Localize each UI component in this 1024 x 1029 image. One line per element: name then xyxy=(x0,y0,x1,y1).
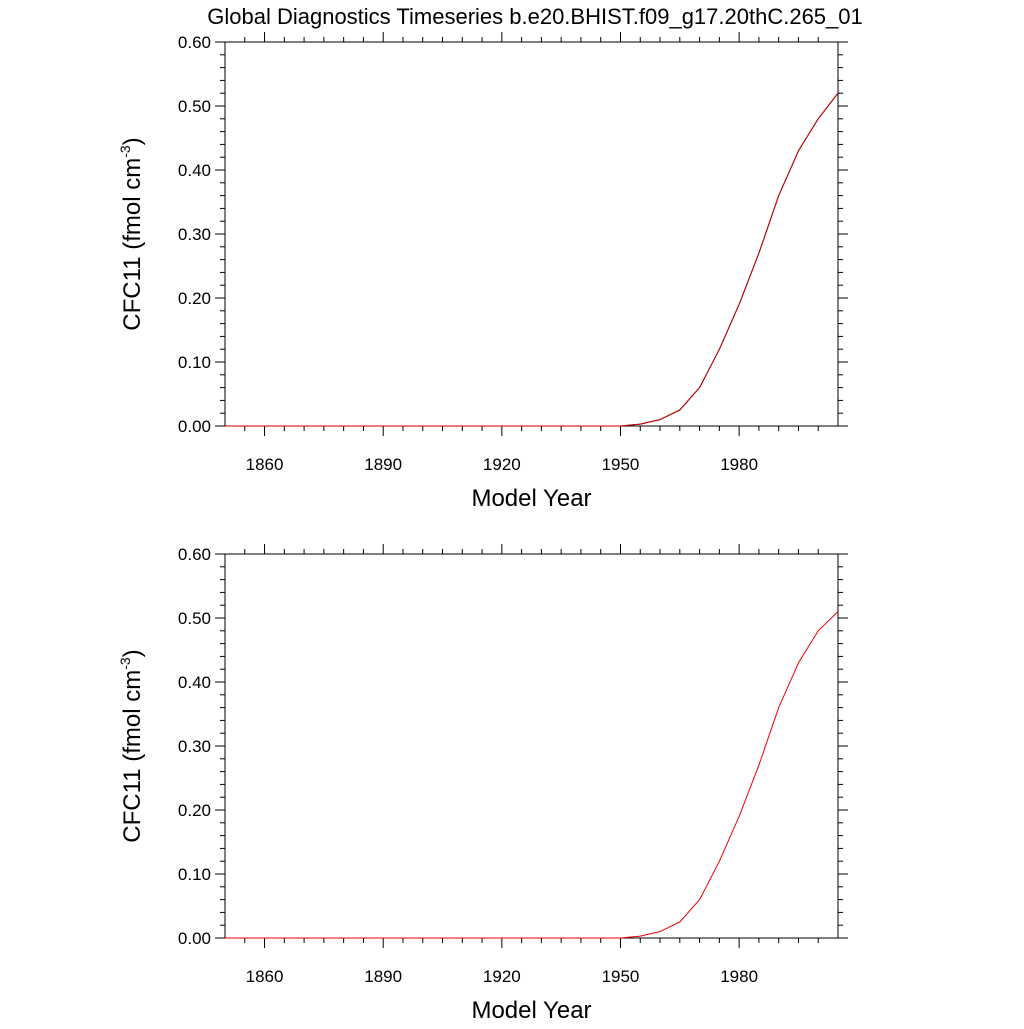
x-tick-label: 1890 xyxy=(364,967,402,986)
y-tick-label: 0.10 xyxy=(178,865,211,884)
y-axis-title-close: ) xyxy=(119,137,146,145)
y-tick-label: 0.00 xyxy=(178,929,211,948)
y-axis-title-main: CFC11 (fmol cm xyxy=(119,670,146,843)
x-tick-label: 1980 xyxy=(720,967,758,986)
x-tick-label: 1980 xyxy=(720,455,758,474)
main-title: Global Diagnostics Timeseries b.e20.BHIS… xyxy=(207,4,863,29)
x-tick-label: 1950 xyxy=(602,967,640,986)
y-axis-title-main: CFC11 (fmol cm xyxy=(119,158,146,331)
y-tick-label: 0.30 xyxy=(178,225,211,244)
y-axis-title-close: ) xyxy=(119,649,146,657)
plot-frame xyxy=(224,553,839,939)
x-tick-label: 1920 xyxy=(483,455,521,474)
y-tick-label: 0.20 xyxy=(178,801,211,820)
y-tick-label: 0.60 xyxy=(178,33,211,52)
chart-panel-1: 1860 1890 1920 1950 1980 0.00 0.10 0.20 0.30 0.40… xyxy=(117,32,848,512)
y-tick-label: 0.60 xyxy=(178,545,211,564)
x-axis-title: Model Year xyxy=(471,997,591,1024)
y-axis-title: CFC11 (fmol cm-3) xyxy=(117,137,146,330)
series-line-1 xyxy=(225,611,839,939)
x-tick-label: 1860 xyxy=(246,967,284,986)
y-axis-title-superscript: -3 xyxy=(117,145,133,158)
y-tick-label: 0.40 xyxy=(178,161,211,180)
series-line-1 xyxy=(225,92,839,427)
y-tick-label: 0.40 xyxy=(178,673,211,692)
y-axis-title: CFC11 (fmol cm-3) xyxy=(117,649,146,842)
x-axis-title: Model Year xyxy=(471,485,591,512)
y-tick-label: 0.10 xyxy=(178,353,211,372)
y-tick-label: 0.30 xyxy=(178,737,211,756)
series-line-2 xyxy=(225,92,839,427)
y-tick-label: 0.20 xyxy=(178,289,211,308)
x-tick-label: 1950 xyxy=(602,455,640,474)
plot-frame xyxy=(224,41,839,427)
y-tick-label: 0.50 xyxy=(178,609,211,628)
x-tick-label: 1920 xyxy=(483,967,521,986)
x-tick-label: 1860 xyxy=(246,455,284,474)
y-tick-label: 0.00 xyxy=(178,417,211,436)
chart-panel-2: 1860 1890 1920 1950 1980 0.00 0.10 0.20 0.30 0.40… xyxy=(117,544,848,1024)
x-tick-label: 1890 xyxy=(364,455,402,474)
panels: 1860 1890 1920 1950 1980 0.00 0.10 0.20 0.30 0.40… xyxy=(117,32,848,1024)
y-axis-title-superscript: -3 xyxy=(117,657,133,670)
y-tick-label: 0.50 xyxy=(178,97,211,116)
